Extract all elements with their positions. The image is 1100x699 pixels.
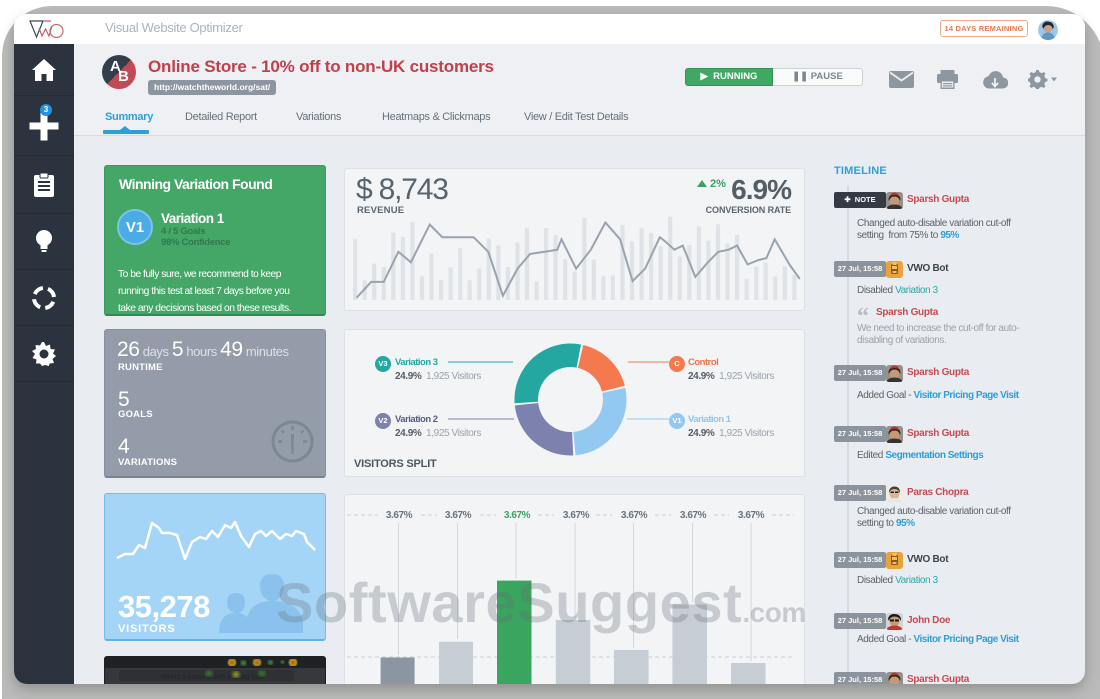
svg-text:35,278: 35,278 xyxy=(118,589,210,624)
svg-text:3.67%: 3.67% xyxy=(563,510,590,521)
svg-text:VISITORS: VISITORS xyxy=(118,623,176,635)
svg-text:3.67%: 3.67% xyxy=(504,510,531,521)
svg-text:3.67%: 3.67% xyxy=(738,510,765,521)
svg-text:3.67%: 3.67% xyxy=(621,510,648,521)
svg-text:3.67%: 3.67% xyxy=(680,510,707,521)
svg-text:3.67%: 3.67% xyxy=(386,510,413,521)
svg-text:3.67%: 3.67% xyxy=(445,510,472,521)
